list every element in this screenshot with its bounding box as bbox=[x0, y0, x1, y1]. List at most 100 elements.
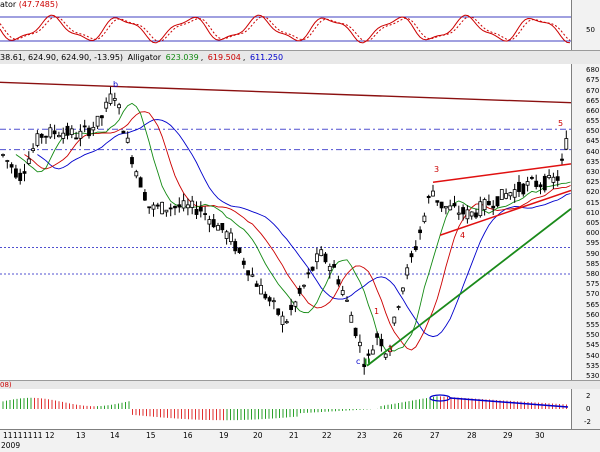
time-axis-label: 28 bbox=[467, 431, 477, 440]
candles bbox=[1, 86, 569, 375]
stochastic-d-line bbox=[0, 16, 571, 43]
price-tick: 675 bbox=[586, 76, 600, 85]
wave-label-5: 5 bbox=[558, 119, 563, 128]
wedge-lower-line bbox=[439, 189, 572, 236]
candle-body bbox=[495, 196, 500, 207]
osc-tick-top: 2 bbox=[586, 392, 591, 400]
candle-body bbox=[564, 138, 569, 150]
candle-body bbox=[104, 101, 109, 109]
stochastic-header: ator (47.7485) bbox=[0, 0, 58, 9]
stochastic-label: ator bbox=[0, 0, 17, 9]
wave-marker: II bbox=[364, 358, 371, 368]
oscillator-bars bbox=[2, 396, 567, 421]
candle-body bbox=[65, 125, 70, 136]
candle-body bbox=[48, 127, 53, 138]
price-tick: 615 bbox=[586, 198, 600, 207]
candle-body bbox=[392, 316, 397, 324]
candle-body bbox=[396, 306, 401, 308]
candle-body bbox=[74, 137, 78, 140]
price-tick: 655 bbox=[586, 117, 600, 126]
candle-body bbox=[254, 283, 259, 287]
candle-body bbox=[211, 219, 216, 228]
candle-body bbox=[478, 201, 483, 217]
candle-body bbox=[271, 300, 276, 303]
candle-body bbox=[91, 126, 96, 131]
candle-body bbox=[310, 266, 315, 271]
price-pane[interactable]: b c II 1 2 3 4 5 680 675 670 665 660 655 650 64… bbox=[0, 64, 600, 380]
wedge-upper-line bbox=[432, 163, 572, 183]
candle-body bbox=[13, 168, 18, 178]
wave-label-2: 2 bbox=[388, 345, 393, 354]
candle-body bbox=[69, 128, 74, 135]
candle-body bbox=[155, 204, 160, 207]
price-tick: 545 bbox=[586, 341, 600, 350]
candle-body bbox=[482, 199, 487, 211]
stochastic-pane[interactable]: ator (47.7485) 50 bbox=[0, 0, 600, 50]
candle-body bbox=[44, 135, 48, 138]
price-axis: 680 675 670 665 660 655 650 645 640 635 630 625 620 6… bbox=[571, 64, 600, 380]
candle-body bbox=[383, 353, 388, 358]
candle-body bbox=[375, 333, 380, 338]
osc-tick-zero: 0 bbox=[586, 405, 591, 413]
candle-body bbox=[336, 279, 341, 285]
candle-body bbox=[35, 133, 40, 146]
price-tick: 575 bbox=[586, 280, 600, 289]
time-axis-label: 15 bbox=[146, 431, 156, 440]
reference-lines bbox=[0, 128, 571, 275]
candle-body bbox=[560, 158, 564, 161]
candle-body bbox=[456, 212, 461, 215]
candle-body bbox=[499, 189, 504, 200]
candle-body bbox=[138, 177, 143, 188]
candle-body bbox=[100, 115, 104, 119]
price-tick: 650 bbox=[586, 127, 600, 136]
candle-body bbox=[340, 290, 345, 295]
wave-label-1: 1 bbox=[374, 307, 379, 316]
candle-body bbox=[147, 206, 152, 209]
time-axis-label: 23 bbox=[357, 431, 367, 440]
price-tick: 535 bbox=[586, 361, 600, 370]
oscillator-pane[interactable]: 2 0 -2 bbox=[0, 389, 600, 429]
candle-body bbox=[26, 158, 31, 165]
candle-body bbox=[18, 172, 23, 182]
candle-body bbox=[233, 241, 238, 252]
alligator-lips-value: 623.039 bbox=[165, 53, 199, 62]
osc-tick-bottom: -2 bbox=[584, 418, 591, 426]
price-tick: 580 bbox=[586, 269, 600, 278]
price-ohlc-values: 38.61, 624.90, 624.90, -13.95) bbox=[0, 53, 124, 62]
time-axis-label: 30 bbox=[535, 431, 545, 440]
price-plot[interactable]: b c II 1 2 3 4 5 bbox=[0, 64, 572, 380]
candle-body bbox=[448, 205, 453, 211]
candle-body bbox=[207, 219, 212, 225]
candle-body bbox=[319, 249, 324, 257]
oscillator-svg bbox=[2, 394, 569, 421]
wave-label-4: 4 bbox=[460, 231, 465, 240]
candle-body bbox=[461, 207, 466, 215]
price-tick: 565 bbox=[586, 300, 600, 309]
candle-body bbox=[121, 130, 126, 134]
candle-body bbox=[405, 267, 410, 276]
wave-label-b: b bbox=[113, 80, 118, 89]
candle-body bbox=[5, 160, 10, 162]
candle-body bbox=[555, 176, 560, 181]
price-tick: 605 bbox=[586, 219, 600, 228]
candle-body bbox=[190, 200, 195, 208]
price-header: 38.61, 624.90, 624.90, -13.95) Alligator… bbox=[0, 50, 600, 65]
candle-body bbox=[345, 299, 349, 302]
candle-body bbox=[241, 260, 246, 265]
price-tick: 590 bbox=[586, 249, 600, 258]
time-axis-label: 27 bbox=[430, 431, 440, 440]
price-tick: 625 bbox=[586, 178, 600, 187]
candle-body bbox=[177, 204, 182, 208]
candle-body bbox=[332, 264, 337, 268]
alligator-jaw-line bbox=[37, 119, 571, 338]
candle-body bbox=[379, 338, 384, 347]
candle-body bbox=[357, 341, 362, 347]
candle-body bbox=[52, 130, 57, 135]
price-tick: 555 bbox=[586, 320, 600, 329]
candle-body bbox=[181, 200, 186, 209]
candle-body bbox=[108, 93, 113, 104]
candle-body bbox=[452, 203, 457, 207]
year-label: 2009 bbox=[1, 441, 21, 450]
alligator-lines bbox=[15, 102, 571, 352]
candle-body bbox=[194, 208, 199, 215]
